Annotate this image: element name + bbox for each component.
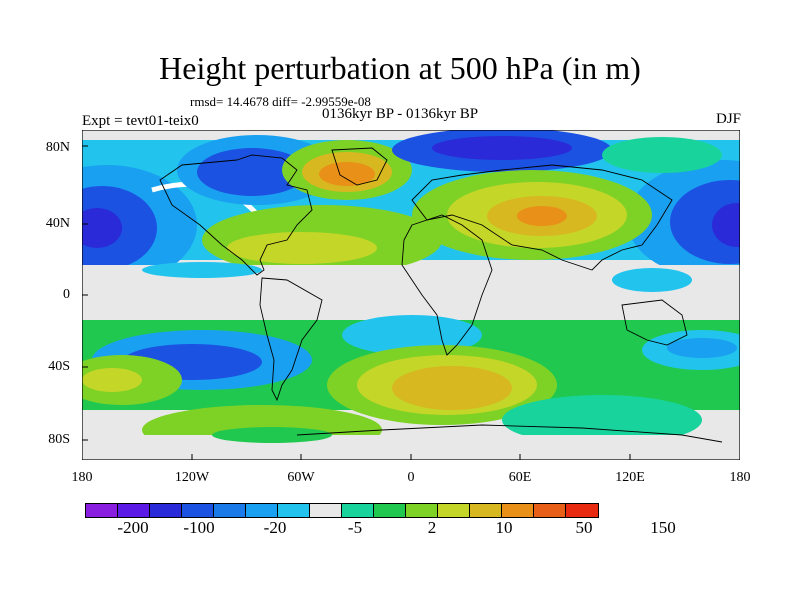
colorbar-label: -100: [183, 518, 215, 537]
colorbar-swatch: [150, 504, 182, 517]
axis-ticks: [82, 145, 631, 460]
colorbar-swatch: [310, 504, 342, 517]
colorbar-swatch: [342, 504, 374, 517]
lon-tick-60e: 60E: [508, 470, 532, 485]
season-label: DJF: [715, 111, 741, 127]
lon-tick-180w: 180: [71, 470, 93, 485]
lat-tick-40s: 40S: [48, 359, 70, 374]
lat-tick-80s: 80S: [48, 432, 70, 447]
lat-tick-0: 0: [63, 287, 70, 302]
colorbar-swatch: [438, 504, 470, 517]
lon-tick-0: 0: [407, 470, 415, 485]
colorbar-label: 2: [427, 518, 437, 537]
colorbar-swatch: [502, 504, 534, 517]
shaded-field: [82, 130, 740, 460]
colorbar-label: -200: [117, 518, 149, 537]
lon-tick-120e: 120E: [615, 470, 645, 485]
experiment-label: Expt = tevt01-teix0: [82, 113, 199, 129]
colorbar-label: 150: [650, 518, 676, 537]
colorbar-swatch: [214, 504, 246, 517]
colorbar: [85, 503, 599, 518]
lon-tick-120w: 120W: [174, 470, 210, 485]
colorbar-swatch: [118, 504, 150, 517]
colorbar-swatch: [374, 504, 406, 517]
stats-line: rmsd= 14.4678 diff= -2.99559e-08: [190, 94, 371, 109]
colorbar-label: -5: [347, 518, 363, 537]
colorbar-swatch: [566, 504, 598, 517]
colorbar-label: -20: [263, 518, 287, 537]
colorbar-label: 10: [495, 518, 513, 537]
period-label: 0136kyr BP - 0136kyr BP: [322, 106, 479, 122]
lat-tick-80n: 80N: [45, 140, 70, 155]
lon-tick-180e: 180: [729, 470, 751, 485]
colorbar-swatch: [86, 504, 118, 517]
lat-tick-40n: 40N: [45, 216, 70, 231]
colorbar-swatch: [278, 504, 310, 517]
map-panel: [82, 130, 740, 460]
colorbar-swatch: [406, 504, 438, 517]
colorbar-label: 50: [575, 518, 593, 537]
colorbar-swatch: [246, 504, 278, 517]
colorbar-swatch: [534, 504, 566, 517]
colorbar-swatch: [470, 504, 502, 517]
coastlines: [159, 147, 723, 443]
lon-tick-60w: 60W: [287, 470, 315, 485]
figure-title: Height perturbation at 500 hPa (in m): [159, 50, 641, 86]
colorbar-swatch: [182, 504, 214, 517]
